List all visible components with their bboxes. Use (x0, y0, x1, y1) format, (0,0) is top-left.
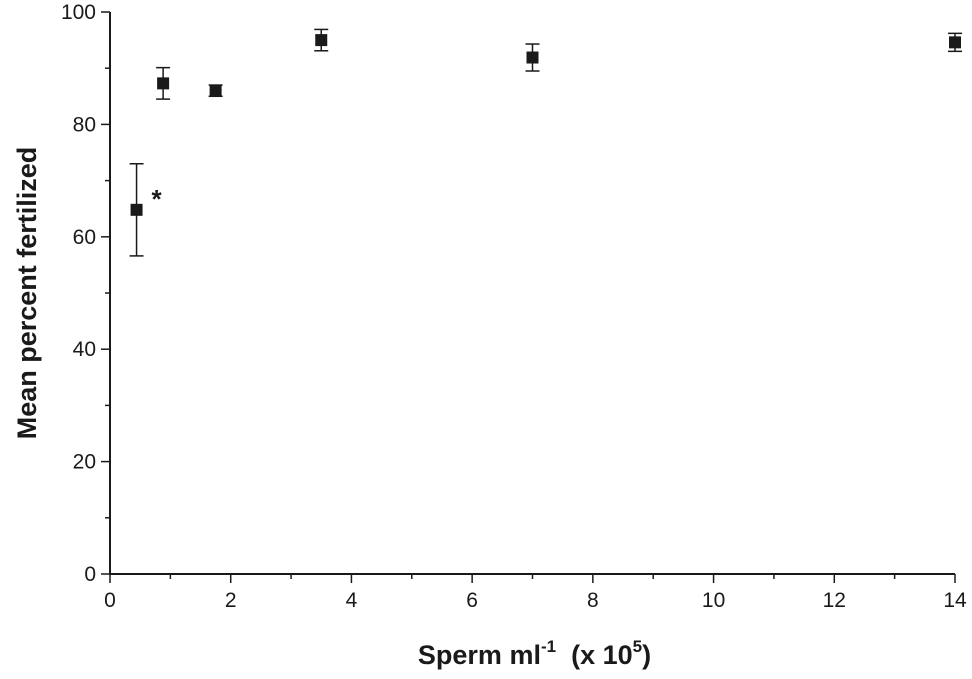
data-point-marker (157, 77, 170, 90)
x-axis-title-superscript: -1 (541, 637, 556, 656)
x-axis-title-part: ) (642, 640, 651, 670)
y-tick-label: 60 (73, 226, 96, 249)
data-point-marker (526, 51, 539, 64)
x-tick-label: 6 (466, 589, 478, 612)
data-point-marker (130, 203, 143, 216)
y-tick-label: 80 (73, 113, 96, 136)
y-tick-label: 0 (84, 563, 96, 586)
x-tick-label: 0 (104, 589, 116, 612)
data-point-marker (949, 36, 961, 49)
data-point-marker (315, 34, 328, 47)
x-tick-label: 12 (823, 589, 846, 612)
x-axis-title-part: Sperm ml (418, 640, 541, 670)
x-axis-title: Sperm ml-1 (x 105) (418, 637, 651, 670)
data-point-marker (209, 84, 222, 97)
x-axis-title-part: (x 10 (556, 640, 633, 670)
y-axis-title: Mean percent fertilized (12, 147, 42, 440)
x-tick-label: 10 (702, 589, 725, 612)
y-tick-label: 40 (73, 338, 96, 361)
x-axis-title-superscript: 5 (633, 637, 642, 656)
x-tick-label: 14 (943, 589, 967, 612)
x-tick-label: 2 (225, 589, 237, 612)
x-tick-label: 4 (346, 589, 358, 612)
significance-asterisk: * (152, 184, 163, 214)
y-tick-label: 100 (61, 1, 96, 24)
x-tick-label: 8 (587, 589, 599, 612)
y-tick-label: 20 (73, 451, 96, 474)
